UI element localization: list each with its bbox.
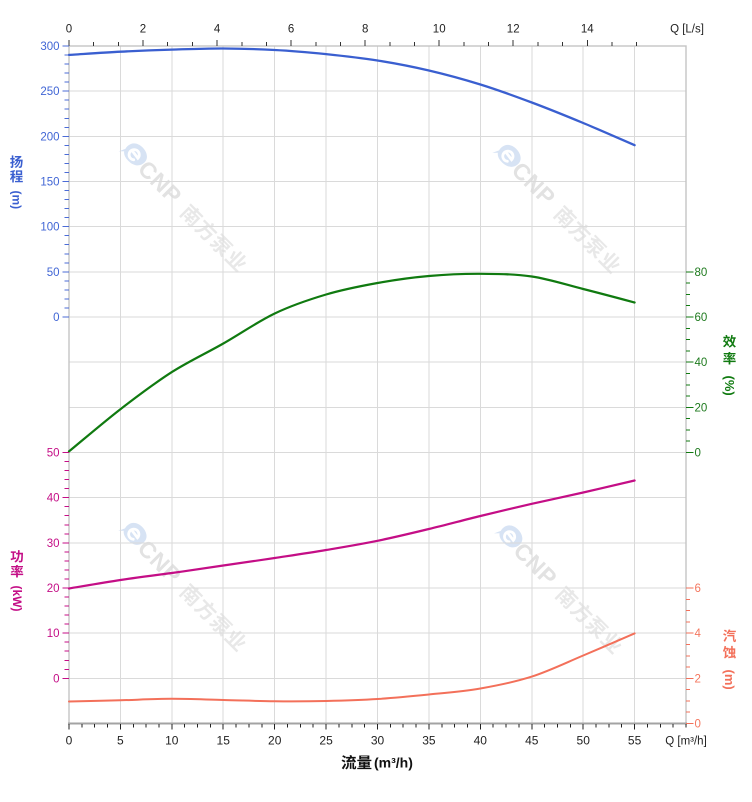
svg-text:35: 35 <box>422 734 436 748</box>
svg-text:0: 0 <box>66 24 72 36</box>
svg-text:0: 0 <box>695 448 701 460</box>
svg-text:Q [m³/h]: Q [m³/h] <box>665 736 707 748</box>
svg-text:0: 0 <box>695 719 701 731</box>
svg-text:250: 250 <box>40 86 59 98</box>
svg-text:0: 0 <box>53 673 59 685</box>
svg-text:14: 14 <box>581 24 594 36</box>
svg-text:40: 40 <box>474 734 488 748</box>
svg-text:0: 0 <box>66 734 73 748</box>
svg-text:4: 4 <box>695 628 702 640</box>
svg-text:60: 60 <box>695 312 708 324</box>
svg-text:6: 6 <box>288 24 294 36</box>
svg-text:2: 2 <box>695 673 701 685</box>
svg-text:6: 6 <box>695 583 701 595</box>
svg-text:(m): (m) <box>722 670 737 690</box>
svg-text:50: 50 <box>47 448 60 460</box>
svg-text:(kW): (kW) <box>10 586 24 612</box>
svg-text:20: 20 <box>268 734 282 748</box>
svg-text:40: 40 <box>695 357 708 369</box>
svg-text:15: 15 <box>217 734 231 748</box>
svg-text:40: 40 <box>47 493 60 505</box>
svg-text:50: 50 <box>577 734 591 748</box>
svg-text:50: 50 <box>47 267 60 279</box>
svg-text:20: 20 <box>695 402 708 414</box>
svg-text:10: 10 <box>433 24 446 36</box>
svg-text:80: 80 <box>695 267 708 279</box>
svg-text:200: 200 <box>40 131 59 143</box>
svg-text:10: 10 <box>165 734 179 748</box>
svg-text:(m): (m) <box>10 191 24 210</box>
svg-text:8: 8 <box>362 24 368 36</box>
svg-text:12: 12 <box>507 24 520 36</box>
svg-text:25: 25 <box>319 734 333 748</box>
svg-text:150: 150 <box>40 177 59 189</box>
svg-text:4: 4 <box>214 24 221 36</box>
svg-text:300: 300 <box>40 41 59 53</box>
svg-text:0: 0 <box>53 312 59 324</box>
svg-text:5: 5 <box>117 734 124 748</box>
svg-text:(m³/h): (m³/h) <box>374 755 413 771</box>
svg-text:20: 20 <box>47 583 60 595</box>
svg-text:10: 10 <box>47 628 60 640</box>
svg-text:100: 100 <box>40 222 59 234</box>
svg-text:Q [L/s]: Q [L/s] <box>670 24 704 36</box>
svg-text:55: 55 <box>628 734 642 748</box>
svg-text:30: 30 <box>47 538 60 550</box>
svg-text:(%): (%) <box>722 376 737 396</box>
svg-text:2: 2 <box>140 24 146 36</box>
svg-text:30: 30 <box>371 734 385 748</box>
svg-text:45: 45 <box>525 734 539 748</box>
